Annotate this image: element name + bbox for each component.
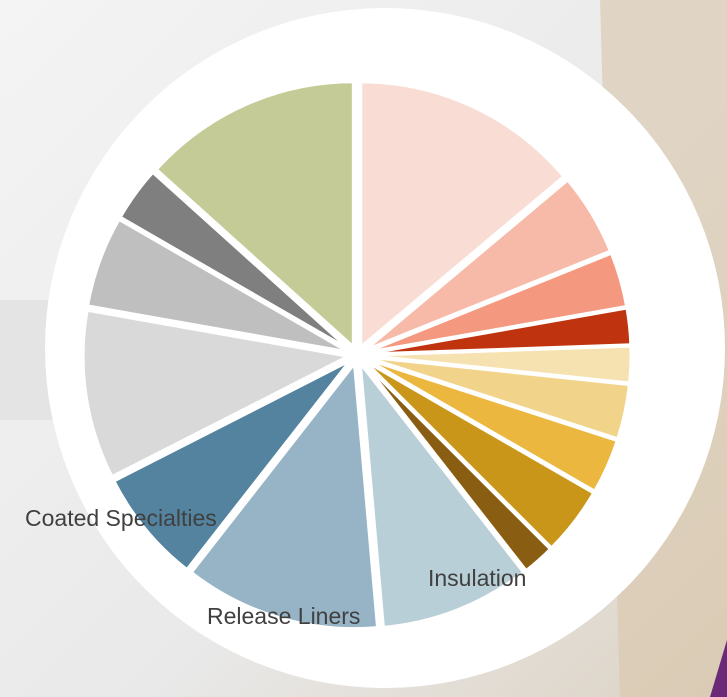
pie-slice [363,177,613,352]
pie-slice [118,170,351,352]
pie-slice [359,80,566,351]
pie-slice [358,358,526,629]
pie-slice [154,80,355,351]
slice-label: Insulation [428,565,526,591]
pie-slice [363,359,596,550]
pie-slice [365,344,633,385]
slice-label: Release Liners [207,603,360,629]
pie-slice [81,308,353,479]
pie-slice [85,217,350,354]
background-shape [710,640,727,697]
pie-slice [364,357,620,494]
pie-slice [189,359,380,631]
pie-slice [365,355,632,441]
pie-slice [361,360,553,573]
pie-slice [111,359,352,572]
slice-label: Coated Specialties [25,505,217,531]
pie-slice [365,251,629,354]
